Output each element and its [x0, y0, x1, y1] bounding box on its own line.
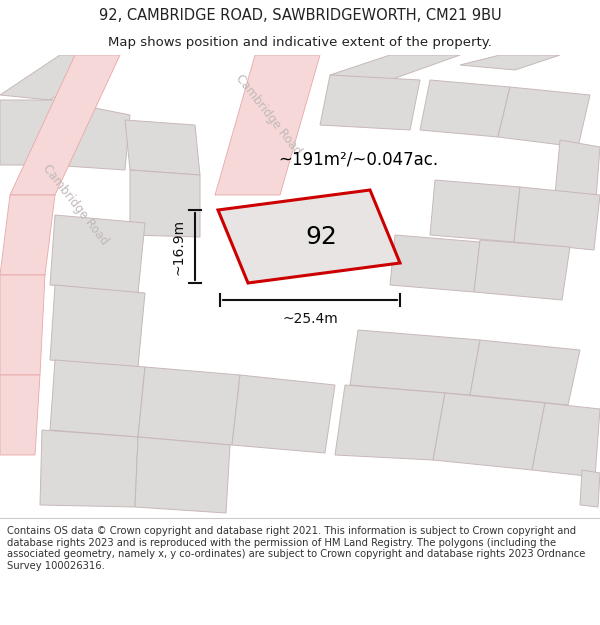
Polygon shape — [390, 235, 480, 292]
Polygon shape — [232, 375, 335, 453]
Polygon shape — [470, 340, 580, 405]
Polygon shape — [0, 55, 120, 100]
Polygon shape — [430, 180, 520, 242]
Polygon shape — [330, 55, 460, 80]
Polygon shape — [532, 403, 600, 477]
Polygon shape — [215, 55, 320, 195]
Polygon shape — [460, 55, 560, 70]
Polygon shape — [10, 55, 120, 195]
Polygon shape — [218, 190, 400, 283]
Polygon shape — [130, 170, 200, 237]
Text: Cambridge Road: Cambridge Road — [40, 162, 110, 248]
Text: 92, CAMBRIDGE ROAD, SAWBRIDGEWORTH, CM21 9BU: 92, CAMBRIDGE ROAD, SAWBRIDGEWORTH, CM21… — [98, 8, 502, 23]
Text: Cambridge Road: Cambridge Road — [233, 72, 304, 158]
Polygon shape — [335, 385, 445, 460]
Polygon shape — [0, 195, 55, 275]
Polygon shape — [40, 430, 138, 507]
Polygon shape — [0, 375, 40, 455]
Polygon shape — [50, 100, 130, 170]
Polygon shape — [50, 360, 145, 437]
Polygon shape — [580, 470, 600, 507]
Polygon shape — [135, 437, 230, 513]
Text: 92: 92 — [305, 224, 337, 249]
Polygon shape — [420, 80, 510, 137]
Polygon shape — [138, 367, 240, 445]
Polygon shape — [320, 75, 420, 130]
Text: Contains OS data © Crown copyright and database right 2021. This information is : Contains OS data © Crown copyright and d… — [7, 526, 586, 571]
Polygon shape — [50, 215, 145, 293]
Text: Map shows position and indicative extent of the property.: Map shows position and indicative extent… — [108, 36, 492, 49]
Polygon shape — [555, 140, 600, 200]
Polygon shape — [0, 275, 45, 375]
Text: ~25.4m: ~25.4m — [282, 312, 338, 326]
Polygon shape — [125, 120, 200, 175]
Text: ~16.9m: ~16.9m — [171, 218, 185, 274]
Polygon shape — [474, 240, 570, 300]
Polygon shape — [50, 285, 145, 367]
Polygon shape — [498, 87, 590, 147]
Text: ~191m²/~0.047ac.: ~191m²/~0.047ac. — [278, 151, 438, 169]
Polygon shape — [350, 330, 480, 395]
Polygon shape — [433, 393, 545, 470]
Polygon shape — [0, 100, 55, 165]
Polygon shape — [514, 187, 600, 250]
